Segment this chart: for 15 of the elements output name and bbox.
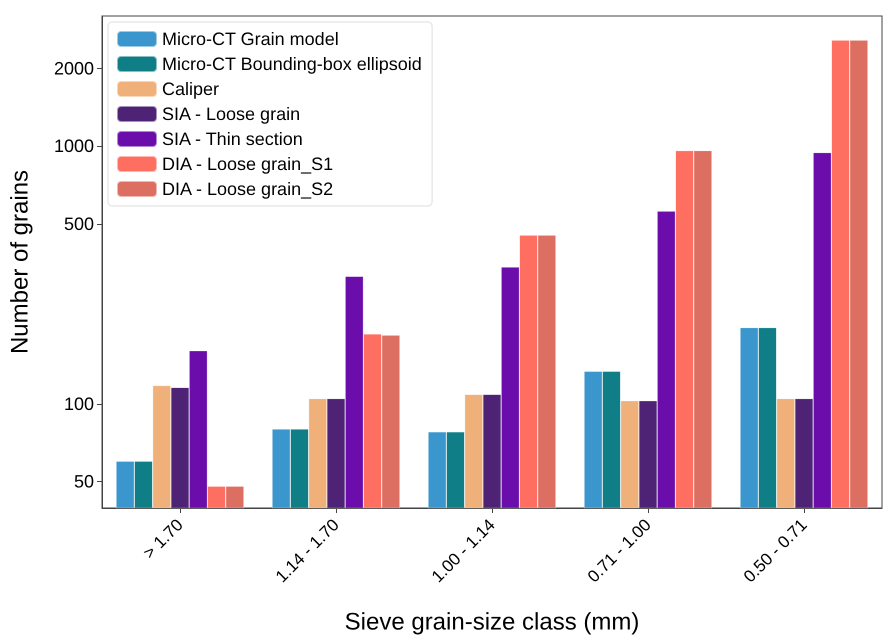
y-tick-label: 1000 (54, 136, 94, 156)
legend-label: Caliper (162, 79, 220, 99)
legend-label: Micro-CT Bounding-box ellipsoid (162, 54, 422, 74)
legend-label: SIA - Thin section (162, 129, 303, 149)
x-axis-title: Sieve grain-size class (mm) (344, 608, 640, 636)
legend-label: DIA - Loose grain_S2 (162, 179, 334, 199)
y-tick-label: 100 (64, 394, 94, 414)
y-axis-title: Number of grains (6, 170, 34, 354)
legend-label: DIA - Loose grain_S1 (162, 154, 334, 174)
x-tick-label: 0.50 - 0.71 (740, 515, 811, 586)
y-tick-label: 2000 (54, 58, 94, 79)
legend-label: Micro-CT Grain model (162, 29, 339, 49)
y-tick-label: 500 (64, 214, 94, 234)
y-tick-label: 50 (74, 472, 94, 492)
legend-label: SIA - Loose grain (162, 104, 300, 124)
